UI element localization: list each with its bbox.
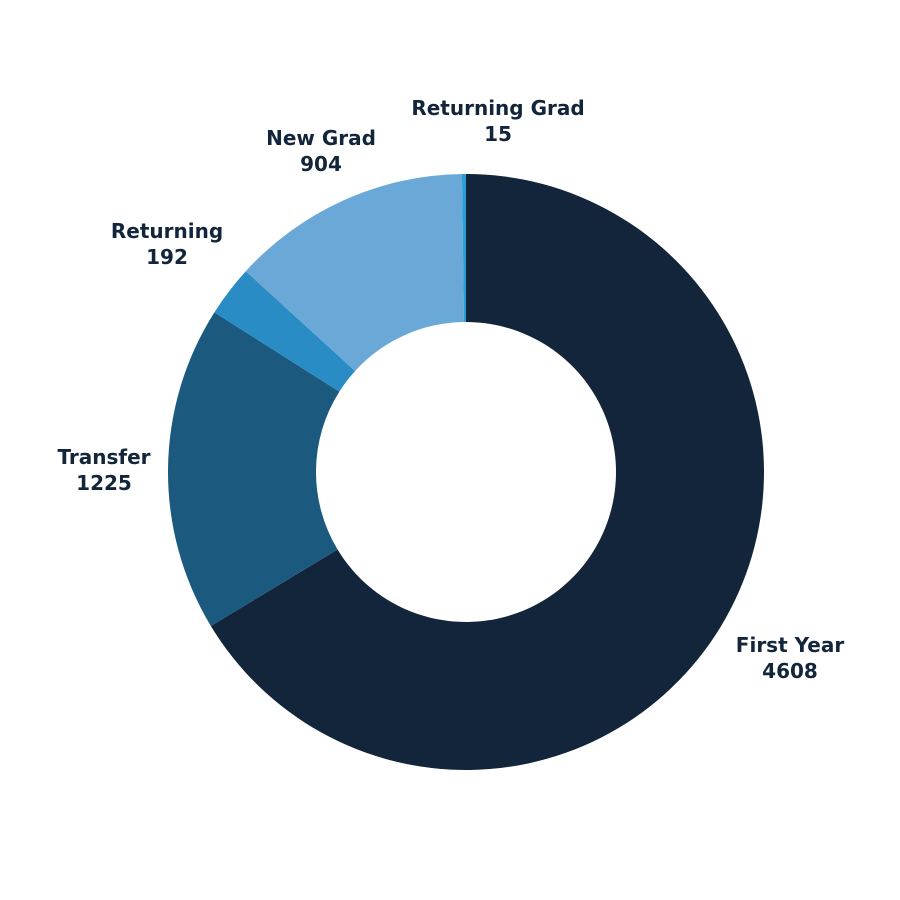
- slice-returning-grad: [461, 174, 466, 323]
- label-transfer-value: 1225: [76, 471, 132, 495]
- label-new-grad: New Grad 904: [266, 125, 376, 177]
- label-returning: Returning 192: [111, 218, 223, 270]
- label-transfer-name: Transfer: [57, 445, 151, 469]
- label-first-year-value: 4608: [762, 659, 818, 683]
- slice-first-year: [210, 174, 764, 771]
- label-returning-grad-name: Returning Grad: [411, 96, 585, 120]
- slice-new-grad: [245, 174, 464, 371]
- label-first-year-name: First Year: [735, 633, 845, 657]
- label-new-grad-value: 904: [300, 152, 342, 176]
- label-first-year: First Year 4608: [736, 632, 844, 684]
- label-returning-name: Returning: [110, 219, 224, 243]
- slice-transfer: [167, 312, 340, 626]
- label-returning-grad: Returning Grad 15: [411, 95, 584, 147]
- label-new-grad-name: New Grad: [266, 126, 376, 150]
- label-returning-grad-value: 15: [484, 122, 512, 146]
- label-transfer: Transfer 1225: [57, 444, 150, 496]
- label-returning-value: 192: [146, 245, 188, 269]
- slice-returning: [214, 271, 356, 392]
